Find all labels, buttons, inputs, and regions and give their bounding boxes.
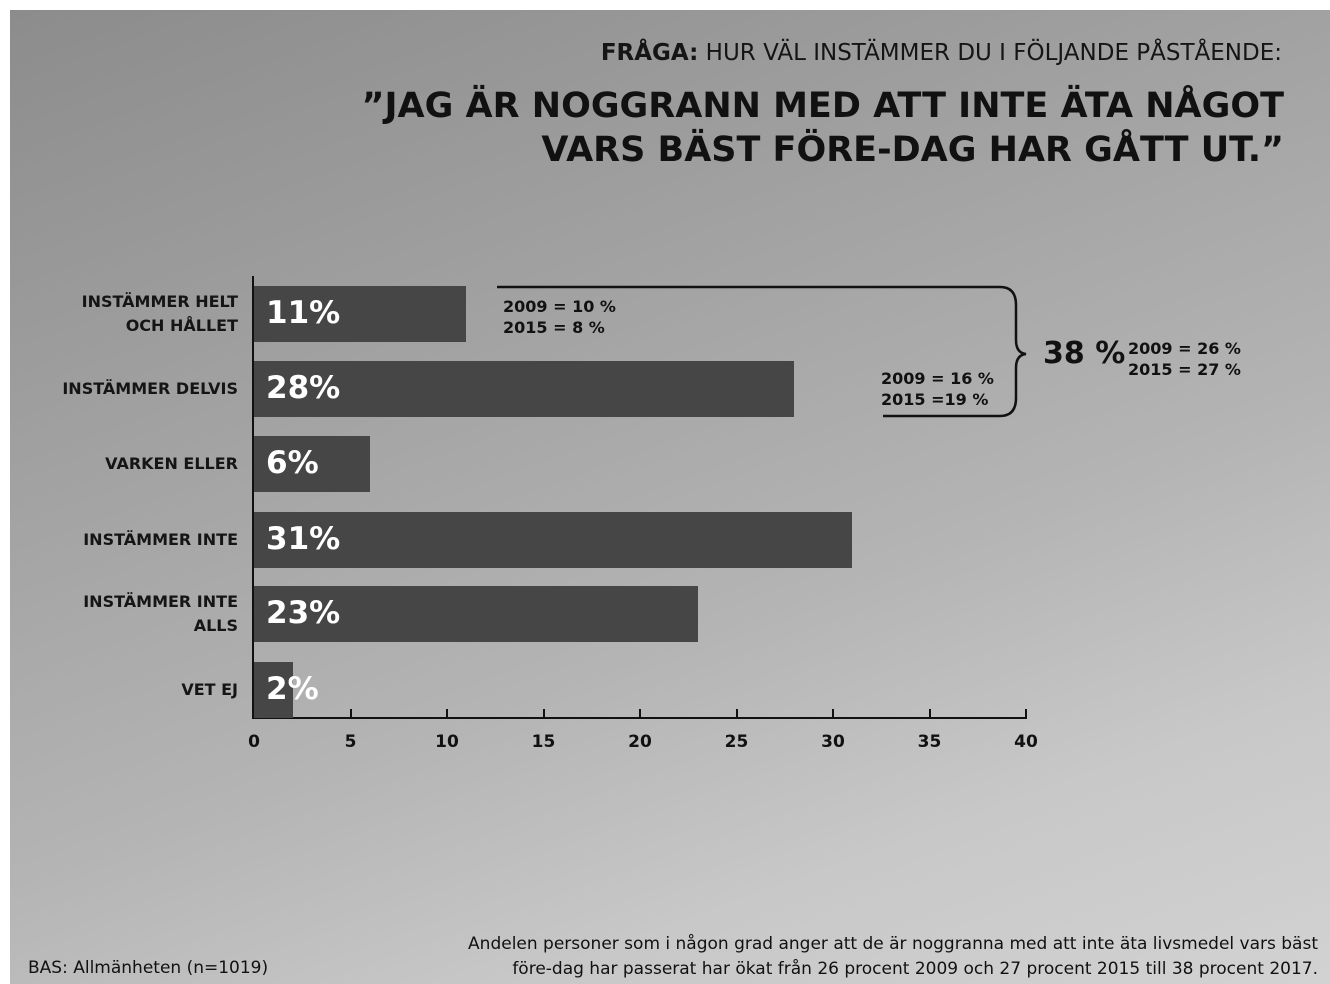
value-label: 11% (266, 295, 340, 331)
bracket (10, 10, 1330, 984)
category-label: INSTÄMMER INTE ALLS (38, 590, 238, 638)
annotation-line: 2015 =19 % (881, 389, 994, 410)
value-label: 2% (266, 671, 319, 707)
x-tick-label: 40 (1014, 732, 1038, 752)
x-tick-label: 10 (435, 732, 459, 752)
category-label: INSTÄMMER HELT OCH HÅLLET (38, 290, 238, 338)
x-tick-label: 35 (918, 732, 942, 752)
y-axis-line (252, 276, 254, 717)
x-tick-mark (350, 709, 352, 717)
infographic: FRÅGA: HUR VÄL INSTÄMMER DU I FÖLJANDE P… (10, 10, 1330, 984)
note: Andelen personer som i någon grad anger … (468, 932, 1318, 982)
category-label: VET EJ (38, 678, 238, 702)
x-tick-label: 5 (345, 732, 357, 752)
x-tick-mark (736, 709, 738, 717)
x-tick-mark (1025, 709, 1027, 717)
x-tick-label: 30 (821, 732, 845, 752)
x-tick-label: 25 (725, 732, 749, 752)
category-label: INSTÄMMER INTE (38, 528, 238, 552)
x-tick-label: 0 (248, 732, 260, 752)
x-axis-line (252, 717, 1027, 719)
annotation: 2009 = 16 %2015 =19 % (881, 368, 994, 410)
x-tick-mark (929, 709, 931, 717)
x-tick-label: 20 (628, 732, 652, 752)
x-tick-label: 15 (532, 732, 556, 752)
source: BAS: Allmänheten (n=1019) (28, 958, 268, 978)
bracket-note-line: 2015 = 27 % (1128, 359, 1241, 380)
note-line: Andelen personer som i någon grad anger … (468, 932, 1318, 957)
x-tick-mark (832, 709, 834, 717)
annotation: 2009 = 10 %2015 = 8 % (503, 296, 616, 338)
annotation-line: 2009 = 16 % (881, 368, 994, 389)
value-label: 6% (266, 445, 319, 481)
value-label: 31% (266, 521, 340, 557)
x-tick-mark (639, 709, 641, 717)
bracket-note: 2009 = 26 % 2015 = 27 % (1128, 338, 1241, 380)
annotation-line: 2009 = 10 % (503, 296, 616, 317)
x-tick-mark (543, 709, 545, 717)
bar (254, 512, 852, 568)
note-line: före-dag har passerat har ökat från 26 p… (468, 957, 1318, 982)
value-label: 28% (266, 370, 340, 406)
category-label: INSTÄMMER DELVIS (38, 377, 238, 401)
category-label: VARKEN ELLER (38, 452, 238, 476)
bracket-label: 38 % (1043, 336, 1125, 371)
value-label: 23% (266, 595, 340, 631)
x-tick-mark (446, 709, 448, 717)
bracket-note-line: 2009 = 26 % (1128, 338, 1241, 359)
annotation-line: 2015 = 8 % (503, 317, 616, 338)
